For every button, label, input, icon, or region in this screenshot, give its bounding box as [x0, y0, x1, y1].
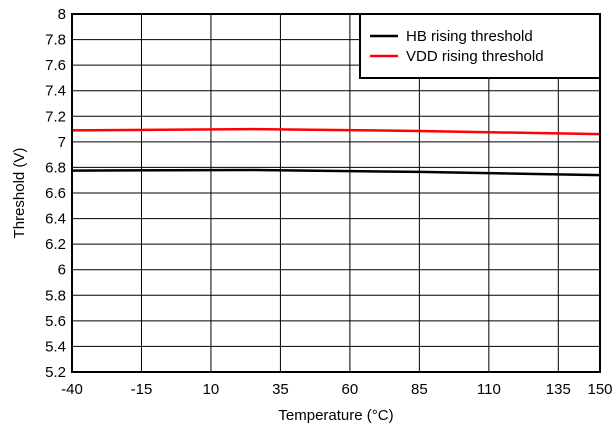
series-lines	[71, 127, 601, 177]
x-tick-label: 150	[587, 381, 612, 398]
y-axis-ticks: 5.2 5.4 5.6 5.8 6 6.2 6.4 6.6 6.8 7 7.2 7.4 7.6 7.8 8	[45, 6, 66, 381]
x-axis-title: Temperature (°C)	[278, 407, 393, 424]
legend-label: VDD rising threshold	[406, 48, 544, 65]
x-tick-label: -40	[61, 381, 83, 398]
y-tick-label: 8	[58, 6, 66, 23]
x-tick-label: 10	[203, 381, 220, 398]
y-tick-label: 5.2	[45, 364, 66, 381]
y-tick-label: 6.6	[45, 185, 66, 202]
y-tick-label: 5.4	[45, 338, 66, 355]
legend: HB rising threshold VDD rising threshold	[359, 13, 601, 79]
y-tick-label: 7.6	[45, 57, 66, 74]
x-tick-label: 135	[546, 381, 571, 398]
x-tick-label: 85	[411, 381, 428, 398]
y-tick-label: 6	[58, 262, 66, 279]
legend-box	[359, 13, 601, 79]
x-axis-ticks: -40 -15 10 35 60 85 110 135 150	[61, 381, 612, 398]
y-tick-label: 6.8	[45, 159, 66, 176]
y-tick-label: 6.2	[45, 236, 66, 253]
x-tick-label: 110	[477, 381, 501, 398]
x-tick-label: 60	[342, 381, 359, 398]
series-line-1	[71, 127, 601, 136]
y-axis-title: Threshold (V)	[11, 148, 28, 239]
y-tick-label: 7	[58, 134, 66, 151]
legend-label: HB rising threshold	[406, 28, 533, 45]
plot-area-frame	[71, 13, 601, 373]
series-line-0	[71, 168, 601, 177]
y-tick-label: 7.4	[45, 83, 66, 100]
y-tick-label: 7.8	[45, 32, 66, 49]
x-tick-label: -15	[131, 381, 153, 398]
y-tick-label: 5.6	[45, 313, 66, 330]
y-tick-label: 7.2	[45, 108, 66, 125]
x-tick-label: 35	[272, 381, 289, 398]
y-tick-label: 5.8	[45, 287, 66, 304]
y-tick-label: 6.4	[45, 211, 66, 228]
